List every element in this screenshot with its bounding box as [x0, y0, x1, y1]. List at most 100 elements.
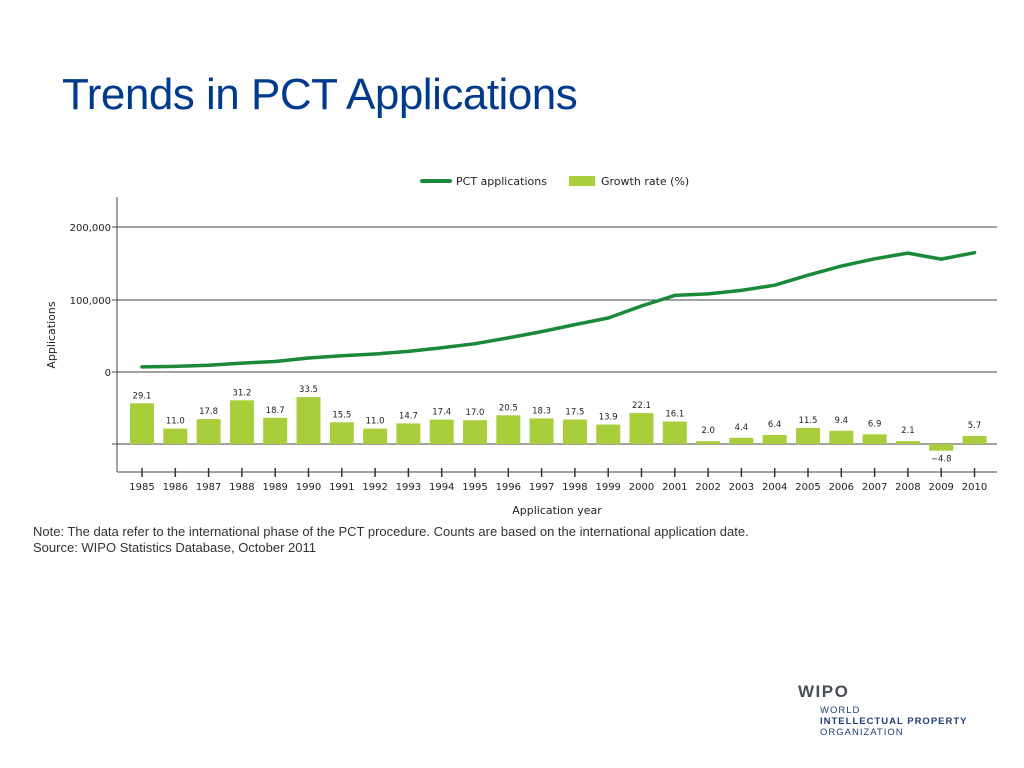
growth-bar-label: 18.3: [532, 406, 551, 416]
note-text: Note: The data refer to the internationa…: [33, 524, 749, 539]
growth-bar-label: 11.0: [366, 417, 385, 427]
applications-point: [540, 330, 544, 334]
x-tick-label: 2008: [895, 482, 920, 493]
x-tick-label: 2007: [862, 482, 887, 493]
y-tick-label-100000: 100,000: [70, 296, 111, 307]
x-tick-label: 2001: [662, 482, 687, 493]
growth-bar: [962, 436, 987, 444]
x-tick-label: 1992: [362, 482, 387, 493]
chart: 200,000 100,000 0 Applications Applicati…: [45, 175, 997, 517]
growth-bar-label: −4.8: [931, 455, 952, 465]
applications-point: [373, 352, 377, 356]
growth-bar: [429, 419, 454, 444]
applications-point: [606, 316, 610, 320]
x-tick-label: 1991: [329, 482, 354, 493]
growth-bar: [862, 434, 887, 444]
page-title: Trends in PCT Applications: [62, 70, 578, 119]
applications-point: [939, 257, 943, 261]
x-ticks: 1985 1986 1987 1988 1989 1990 1991 1992 1993 1994…: [129, 468, 987, 493]
growth-bar-label: 17.8: [199, 407, 218, 417]
growth-bar-label: 2.1: [901, 426, 915, 436]
growth-bar: [929, 444, 954, 451]
x-tick-label: 2004: [762, 482, 787, 493]
applications-point: [839, 264, 843, 268]
legend-bar-label: Growth rate (%): [601, 175, 689, 188]
growth-bar: [196, 419, 221, 444]
growth-bar-label: 22.1: [632, 401, 651, 411]
x-tick-label: 1990: [296, 482, 321, 493]
growth-bar-label: 18.7: [266, 406, 285, 416]
applications-point: [573, 323, 577, 327]
applications-point: [406, 349, 410, 353]
applications-point: [673, 293, 677, 297]
growth-bar: [696, 441, 721, 444]
growth-bar-label: 20.5: [499, 403, 518, 413]
x-tick-label: 1988: [229, 482, 254, 493]
applications-point: [706, 292, 710, 296]
growth-bar: [229, 400, 254, 444]
growth-bar: [729, 437, 754, 444]
applications-point: [340, 354, 344, 358]
wipo-logo: WIPO WORLD INTELLECTUAL PROPERTY ORGANIZ…: [798, 682, 968, 738]
growth-bar-label: 6.4: [768, 420, 782, 430]
growth-bar-label: 17.4: [432, 408, 451, 418]
growth-bar-label: 6.9: [868, 419, 882, 429]
x-tick-label: 1987: [196, 482, 221, 493]
logo-wordmark: WIPO: [798, 682, 850, 701]
growth-bar-label: 17.5: [565, 408, 584, 418]
growth-bar-label: 16.1: [665, 410, 684, 420]
growth-bar-label: 2.0: [701, 426, 715, 436]
growth-bar-label: 29.1: [133, 391, 152, 401]
growth-bar: [263, 417, 288, 444]
applications-line-group: [140, 250, 977, 369]
x-tick-label: 2006: [829, 482, 854, 493]
applications-point: [773, 283, 777, 287]
chart-note: Note: The data refer to the internationa…: [33, 524, 933, 556]
applications-point: [806, 273, 810, 277]
growth-bar-labels: 29.1 11.0 17.8 31.2 18.7 33.5 15.5 11.0 14.7 17.4…: [133, 385, 982, 465]
chart-axes: 200,000 100,000 0 Applications Applicati…: [45, 197, 997, 517]
x-tick-label: 1993: [396, 482, 421, 493]
x-tick-label: 2009: [928, 482, 953, 493]
logo-subtitle: WORLD INTELLECTUAL PROPERTY ORGANIZATION: [820, 705, 968, 738]
x-tick-label: 2002: [695, 482, 720, 493]
growth-bar-label: 17.0: [466, 408, 485, 418]
growth-bar-label: 15.5: [332, 410, 351, 420]
x-tick-label: 1996: [496, 482, 521, 493]
y-tick-label-200000: 200,000: [70, 223, 111, 234]
growth-bar: [662, 421, 687, 444]
logo-line-3: ORGANIZATION: [820, 727, 904, 738]
growth-bar: [562, 419, 587, 444]
applications-point: [273, 359, 277, 364]
growth-bar: [363, 428, 388, 444]
chart-legend: PCT applications Growth rate (%): [420, 175, 689, 188]
growth-bars: [130, 397, 987, 451]
source-text: Source: WIPO Statistics Database, Octobe…: [33, 540, 316, 555]
x-tick-label: 1994: [429, 482, 454, 493]
legend-bar-swatch: [569, 176, 595, 186]
growth-bar: [329, 422, 354, 444]
growth-bar: [596, 424, 621, 444]
x-tick-label: 1995: [462, 482, 487, 493]
growth-bar: [163, 428, 188, 444]
growth-bar-label: 4.4: [735, 423, 749, 433]
applications-point: [906, 251, 910, 255]
growth-bar-label: 13.9: [599, 413, 618, 423]
x-tick-label: 1997: [529, 482, 554, 493]
applications-point: [506, 336, 510, 340]
applications-point: [473, 342, 477, 346]
growth-bar-label: 11.0: [166, 417, 185, 427]
legend-line-label: PCT applications: [456, 175, 547, 188]
growth-bar: [629, 413, 654, 444]
logo-line-1: WORLD: [820, 705, 861, 716]
y-axis-label: Applications: [45, 301, 58, 368]
growth-bar-label: 11.5: [799, 416, 818, 426]
growth-bar: [529, 418, 554, 444]
y-tick-label-0: 0: [105, 368, 111, 379]
applications-point: [873, 257, 877, 261]
growth-bar: [895, 441, 920, 444]
x-tick-label: 1999: [595, 482, 620, 493]
applications-point: [140, 365, 144, 369]
applications-point: [739, 288, 744, 292]
applications-point: [972, 251, 977, 255]
